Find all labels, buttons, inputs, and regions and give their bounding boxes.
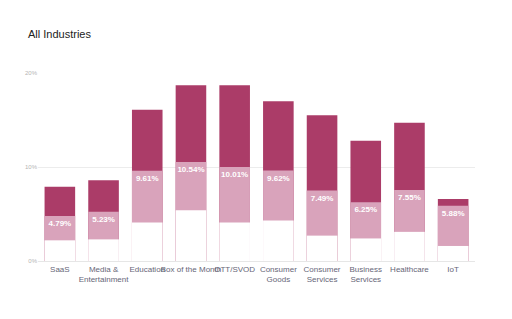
svg-text:9.61%: 9.61%	[136, 174, 159, 183]
svg-text:Education: Education	[129, 265, 165, 274]
svg-text:7.55%: 7.55%	[398, 193, 421, 202]
svg-text:IoT: IoT	[447, 265, 459, 274]
svg-text:20%: 20%	[25, 70, 38, 76]
svg-text:10.01%: 10.01%	[221, 170, 248, 179]
svg-text:10%: 10%	[25, 164, 38, 170]
svg-text:7.49%: 7.49%	[311, 194, 334, 203]
svg-text:5.88%: 5.88%	[442, 209, 465, 218]
svg-text:9.62%: 9.62%	[267, 174, 290, 183]
svg-text:6.25%: 6.25%	[354, 205, 377, 214]
svg-text:5.23%: 5.23%	[92, 215, 115, 224]
svg-text:OTT/SVOD: OTT/SVOD	[214, 265, 255, 274]
svg-text:BusinessServices: BusinessServices	[350, 265, 382, 284]
svg-text:Box of the Month: Box of the Month	[161, 265, 221, 274]
svg-text:SaaS: SaaS	[50, 265, 70, 274]
svg-text:All Industries: All Industries	[28, 28, 91, 40]
svg-text:ConsumerServices: ConsumerServices	[304, 265, 341, 284]
svg-text:0%: 0%	[28, 258, 37, 264]
svg-text:Media &Entertainment: Media &Entertainment	[79, 265, 130, 284]
svg-text:10.54%: 10.54%	[177, 165, 204, 174]
svg-text:ConsumerGoods: ConsumerGoods	[260, 265, 297, 284]
svg-text:4.79%: 4.79%	[49, 219, 72, 228]
svg-text:Healthcare: Healthcare	[390, 265, 429, 274]
